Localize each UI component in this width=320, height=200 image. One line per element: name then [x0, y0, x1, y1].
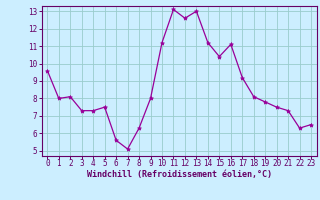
X-axis label: Windchill (Refroidissement éolien,°C): Windchill (Refroidissement éolien,°C): [87, 170, 272, 179]
